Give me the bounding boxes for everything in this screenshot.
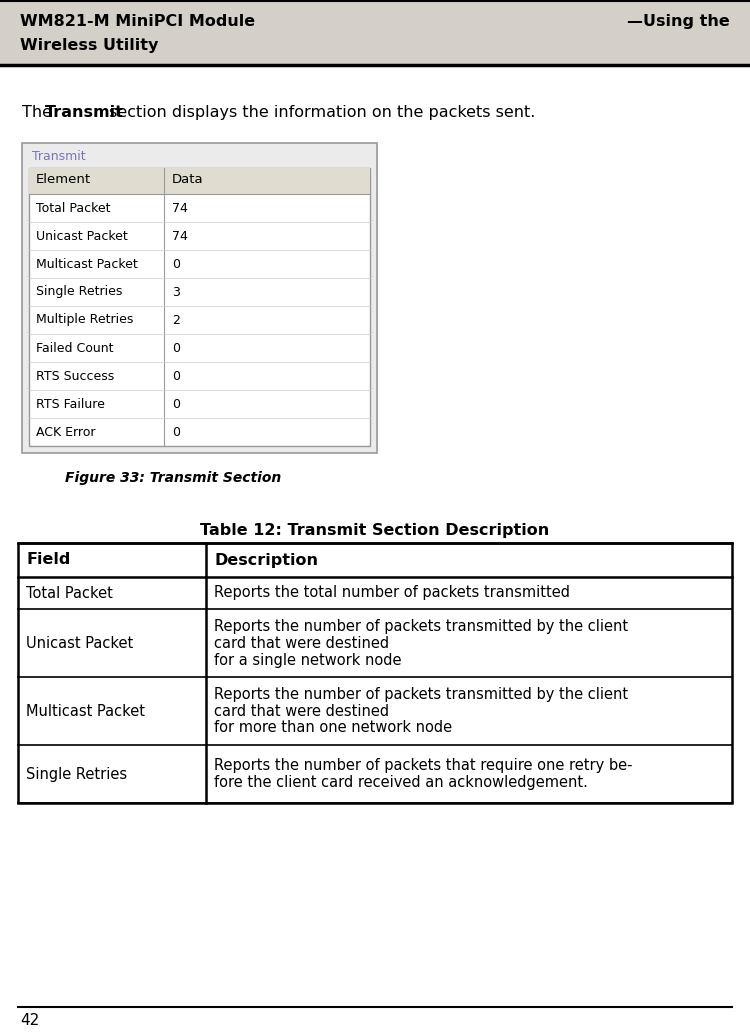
Text: Multicast Packet: Multicast Packet <box>26 703 145 719</box>
Text: Single Retries: Single Retries <box>36 285 122 299</box>
Text: Total Packet: Total Packet <box>26 586 112 600</box>
Text: RTS Success: RTS Success <box>36 370 114 382</box>
Text: 74: 74 <box>172 201 188 215</box>
Text: Unicast Packet: Unicast Packet <box>36 229 128 243</box>
Text: The: The <box>22 105 57 120</box>
Text: Table 12: Transmit Section Description: Table 12: Transmit Section Description <box>200 523 550 538</box>
Text: 3: 3 <box>172 285 180 299</box>
Bar <box>0 0 750 65</box>
Text: 0: 0 <box>172 257 180 271</box>
Text: 2: 2 <box>172 313 180 326</box>
Text: Reports the number of packets transmitted by the client: Reports the number of packets transmitte… <box>214 687 628 701</box>
Text: for more than one network node: for more than one network node <box>214 720 452 735</box>
Text: ACK Error: ACK Error <box>36 426 95 438</box>
Text: 0: 0 <box>172 370 180 382</box>
Bar <box>22 143 377 453</box>
Text: Reports the total number of packets transmitted: Reports the total number of packets tran… <box>214 586 570 600</box>
Text: for a single network node: for a single network node <box>214 653 401 667</box>
Bar <box>29 168 370 446</box>
Text: card that were destined: card that were destined <box>214 703 389 719</box>
Text: RTS Failure: RTS Failure <box>36 398 105 410</box>
Text: section displays the information on the packets sent.: section displays the information on the … <box>104 105 536 120</box>
Text: 42: 42 <box>20 1013 39 1028</box>
Text: fore the client card received an acknowledgement.: fore the client card received an acknowl… <box>214 775 588 790</box>
Text: Total Packet: Total Packet <box>36 201 110 215</box>
Text: 0: 0 <box>172 426 180 438</box>
Text: 74: 74 <box>172 229 188 243</box>
Text: Transmit: Transmit <box>45 105 124 120</box>
Bar <box>29 168 370 194</box>
Text: 0: 0 <box>172 398 180 410</box>
Text: —Using the: —Using the <box>627 14 730 29</box>
Text: Figure 33: Transmit Section: Figure 33: Transmit Section <box>65 471 281 486</box>
Text: Single Retries: Single Retries <box>26 766 127 782</box>
Text: Multiple Retries: Multiple Retries <box>36 313 134 326</box>
Text: Element: Element <box>36 173 92 186</box>
Text: Description: Description <box>214 553 318 567</box>
Text: card that were destined: card that were destined <box>214 635 389 651</box>
Text: Failed Count: Failed Count <box>36 342 113 354</box>
Text: 0: 0 <box>172 342 180 354</box>
Text: Reports the number of packets that require one retry be-: Reports the number of packets that requi… <box>214 758 632 773</box>
Text: Transmit: Transmit <box>32 150 86 163</box>
Bar <box>18 543 732 803</box>
Text: WM821-M MiniPCI Module: WM821-M MiniPCI Module <box>20 14 255 29</box>
Text: Wireless Utility: Wireless Utility <box>20 38 158 53</box>
Text: Data: Data <box>172 173 203 186</box>
Text: Multicast Packet: Multicast Packet <box>36 257 138 271</box>
Text: Reports the number of packets transmitted by the client: Reports the number of packets transmitte… <box>214 619 628 633</box>
Text: Unicast Packet: Unicast Packet <box>26 635 134 651</box>
Text: Field: Field <box>26 553 70 567</box>
